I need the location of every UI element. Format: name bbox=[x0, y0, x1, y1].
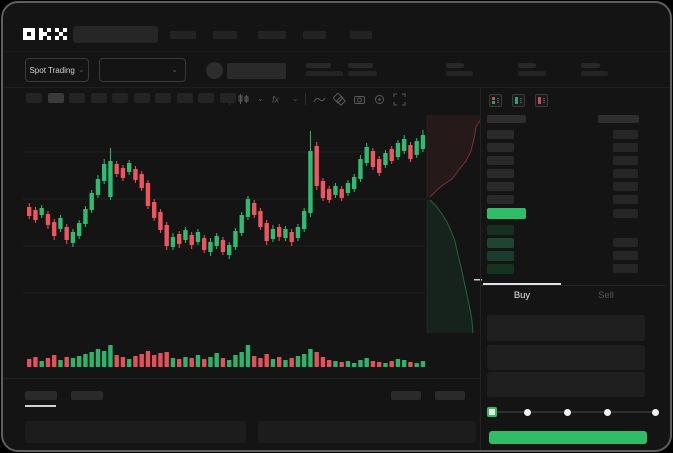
timeframe-chip[interactable] bbox=[176, 93, 193, 103]
timeframe-chip[interactable] bbox=[112, 93, 128, 103]
chevron-down-icon: ⌄ bbox=[171, 65, 178, 74]
bid-amount-placeholder bbox=[613, 264, 638, 273]
timeframe-chip[interactable] bbox=[47, 93, 64, 103]
bottom-tab-open-orders[interactable] bbox=[25, 391, 57, 400]
stat-label-placeholder bbox=[581, 63, 600, 68]
amount-input[interactable] bbox=[487, 345, 645, 370]
bottom-tab-history[interactable] bbox=[71, 391, 103, 400]
compare-icon[interactable] bbox=[333, 92, 347, 106]
camera-icon[interactable] bbox=[353, 93, 366, 106]
amount-slider-track[interactable] bbox=[492, 411, 657, 413]
svg-text:fx: fx bbox=[272, 94, 280, 104]
last-price-amount bbox=[613, 209, 638, 218]
tab-sell[interactable]: Sell bbox=[598, 290, 614, 301]
divider bbox=[480, 87, 481, 450]
chevron-down-icon[interactable]: ⌄ bbox=[257, 94, 264, 103]
tab-buy[interactable]: Buy bbox=[513, 290, 531, 301]
ask-price-placeholder[interactable] bbox=[487, 169, 514, 178]
ask-price-placeholder[interactable] bbox=[487, 182, 514, 191]
slider-dot[interactable] bbox=[563, 409, 571, 416]
stat-value-placeholder bbox=[581, 71, 608, 76]
timeframe-chip[interactable] bbox=[26, 93, 42, 103]
total-input[interactable] bbox=[487, 372, 645, 397]
indicators-icon[interactable]: fx bbox=[271, 93, 285, 106]
chevron-down-icon[interactable]: ⌄ bbox=[291, 94, 299, 103]
orderbook-header-price bbox=[487, 115, 526, 123]
timeframe-chip[interactable] bbox=[133, 93, 150, 103]
timeframe-chip[interactable] bbox=[90, 93, 107, 103]
settings-gear-icon[interactable] bbox=[373, 93, 386, 106]
nav-item[interactable] bbox=[350, 31, 372, 39]
bid-price-placeholder[interactable] bbox=[487, 264, 514, 274]
coin-icon bbox=[206, 62, 223, 79]
spot-trading-dropdown[interactable]: Spot Trading ⌄ bbox=[25, 58, 89, 82]
ask-price-placeholder[interactable] bbox=[487, 195, 514, 204]
ask-amount-placeholder bbox=[613, 169, 638, 178]
bid-price-placeholder[interactable] bbox=[487, 251, 514, 261]
nav-item[interactable] bbox=[303, 31, 326, 39]
orderbook-header-amount bbox=[598, 115, 639, 123]
spot-trading-label: Spot Trading bbox=[29, 65, 75, 75]
slider-dot[interactable] bbox=[603, 409, 611, 416]
stat-label-placeholder bbox=[306, 63, 331, 68]
timeframe-chip[interactable] bbox=[155, 93, 171, 103]
nav-item[interactable] bbox=[258, 31, 286, 39]
ask-amount-placeholder bbox=[613, 130, 638, 139]
slider-dot[interactable] bbox=[523, 409, 531, 416]
ask-amount-placeholder bbox=[613, 156, 638, 165]
bottom-active-tab-indicator bbox=[25, 405, 56, 407]
amount-slider-handle[interactable] bbox=[487, 407, 497, 417]
bottom-link-placeholder[interactable] bbox=[435, 391, 465, 400]
stat-label-placeholder bbox=[446, 63, 464, 68]
bid-amount-placeholder bbox=[613, 251, 638, 260]
timeframe-chip[interactable] bbox=[219, 93, 236, 103]
bid-amount-placeholder bbox=[613, 238, 638, 247]
timeframe-chip[interactable] bbox=[69, 93, 85, 103]
ask-amount-placeholder bbox=[613, 143, 638, 152]
bid-price-placeholder[interactable] bbox=[487, 238, 514, 248]
nav-item[interactable] bbox=[170, 31, 196, 39]
bottom-link-placeholder[interactable] bbox=[391, 391, 421, 400]
orderbook-view-asks-icon[interactable] bbox=[535, 94, 548, 107]
divider bbox=[481, 285, 665, 286]
ask-price-placeholder[interactable] bbox=[487, 143, 514, 152]
stat-label-placeholder bbox=[518, 63, 536, 68]
divider bbox=[3, 378, 480, 379]
pair-name-placeholder bbox=[227, 63, 286, 79]
orderbook-view-both-icon[interactable] bbox=[489, 94, 502, 107]
candle-type-icon[interactable] bbox=[237, 93, 250, 106]
search-input[interactable] bbox=[73, 26, 158, 43]
divider bbox=[3, 51, 670, 52]
stat-label-placeholder bbox=[348, 63, 373, 68]
fullscreen-icon[interactable] bbox=[393, 93, 406, 106]
divider bbox=[305, 93, 307, 105]
last-price-bar bbox=[487, 208, 526, 219]
ask-amount-placeholder bbox=[613, 195, 638, 204]
buy-button[interactable] bbox=[489, 431, 647, 444]
pair-select-dropdown[interactable]: ⌄ bbox=[99, 58, 186, 82]
divider bbox=[3, 87, 670, 88]
price-input[interactable] bbox=[487, 315, 645, 341]
orderbook-view-bids-icon[interactable] bbox=[512, 94, 525, 107]
active-tab-indicator bbox=[483, 283, 561, 285]
stat-value-placeholder bbox=[348, 71, 377, 76]
chevron-down-icon: ⌄ bbox=[77, 65, 85, 74]
orders-panel-placeholder bbox=[25, 421, 246, 443]
ask-price-placeholder[interactable] bbox=[487, 156, 514, 165]
timeframe-chip[interactable] bbox=[198, 93, 214, 103]
stat-value-placeholder bbox=[446, 71, 473, 76]
orders-panel-placeholder bbox=[258, 421, 476, 443]
ask-price-placeholder[interactable] bbox=[487, 130, 514, 139]
ask-amount-placeholder bbox=[613, 182, 638, 191]
slider-dot[interactable] bbox=[651, 409, 659, 416]
bid-price-placeholder[interactable] bbox=[487, 225, 514, 235]
chart-toolbar: ⌄ fx ⌄ bbox=[229, 91, 406, 107]
stat-value-placeholder bbox=[518, 71, 546, 76]
okx-logo[interactable] bbox=[23, 28, 69, 41]
line-chart-icon[interactable] bbox=[313, 93, 326, 106]
nav-item[interactable] bbox=[213, 31, 237, 39]
stat-value-placeholder bbox=[306, 71, 343, 76]
